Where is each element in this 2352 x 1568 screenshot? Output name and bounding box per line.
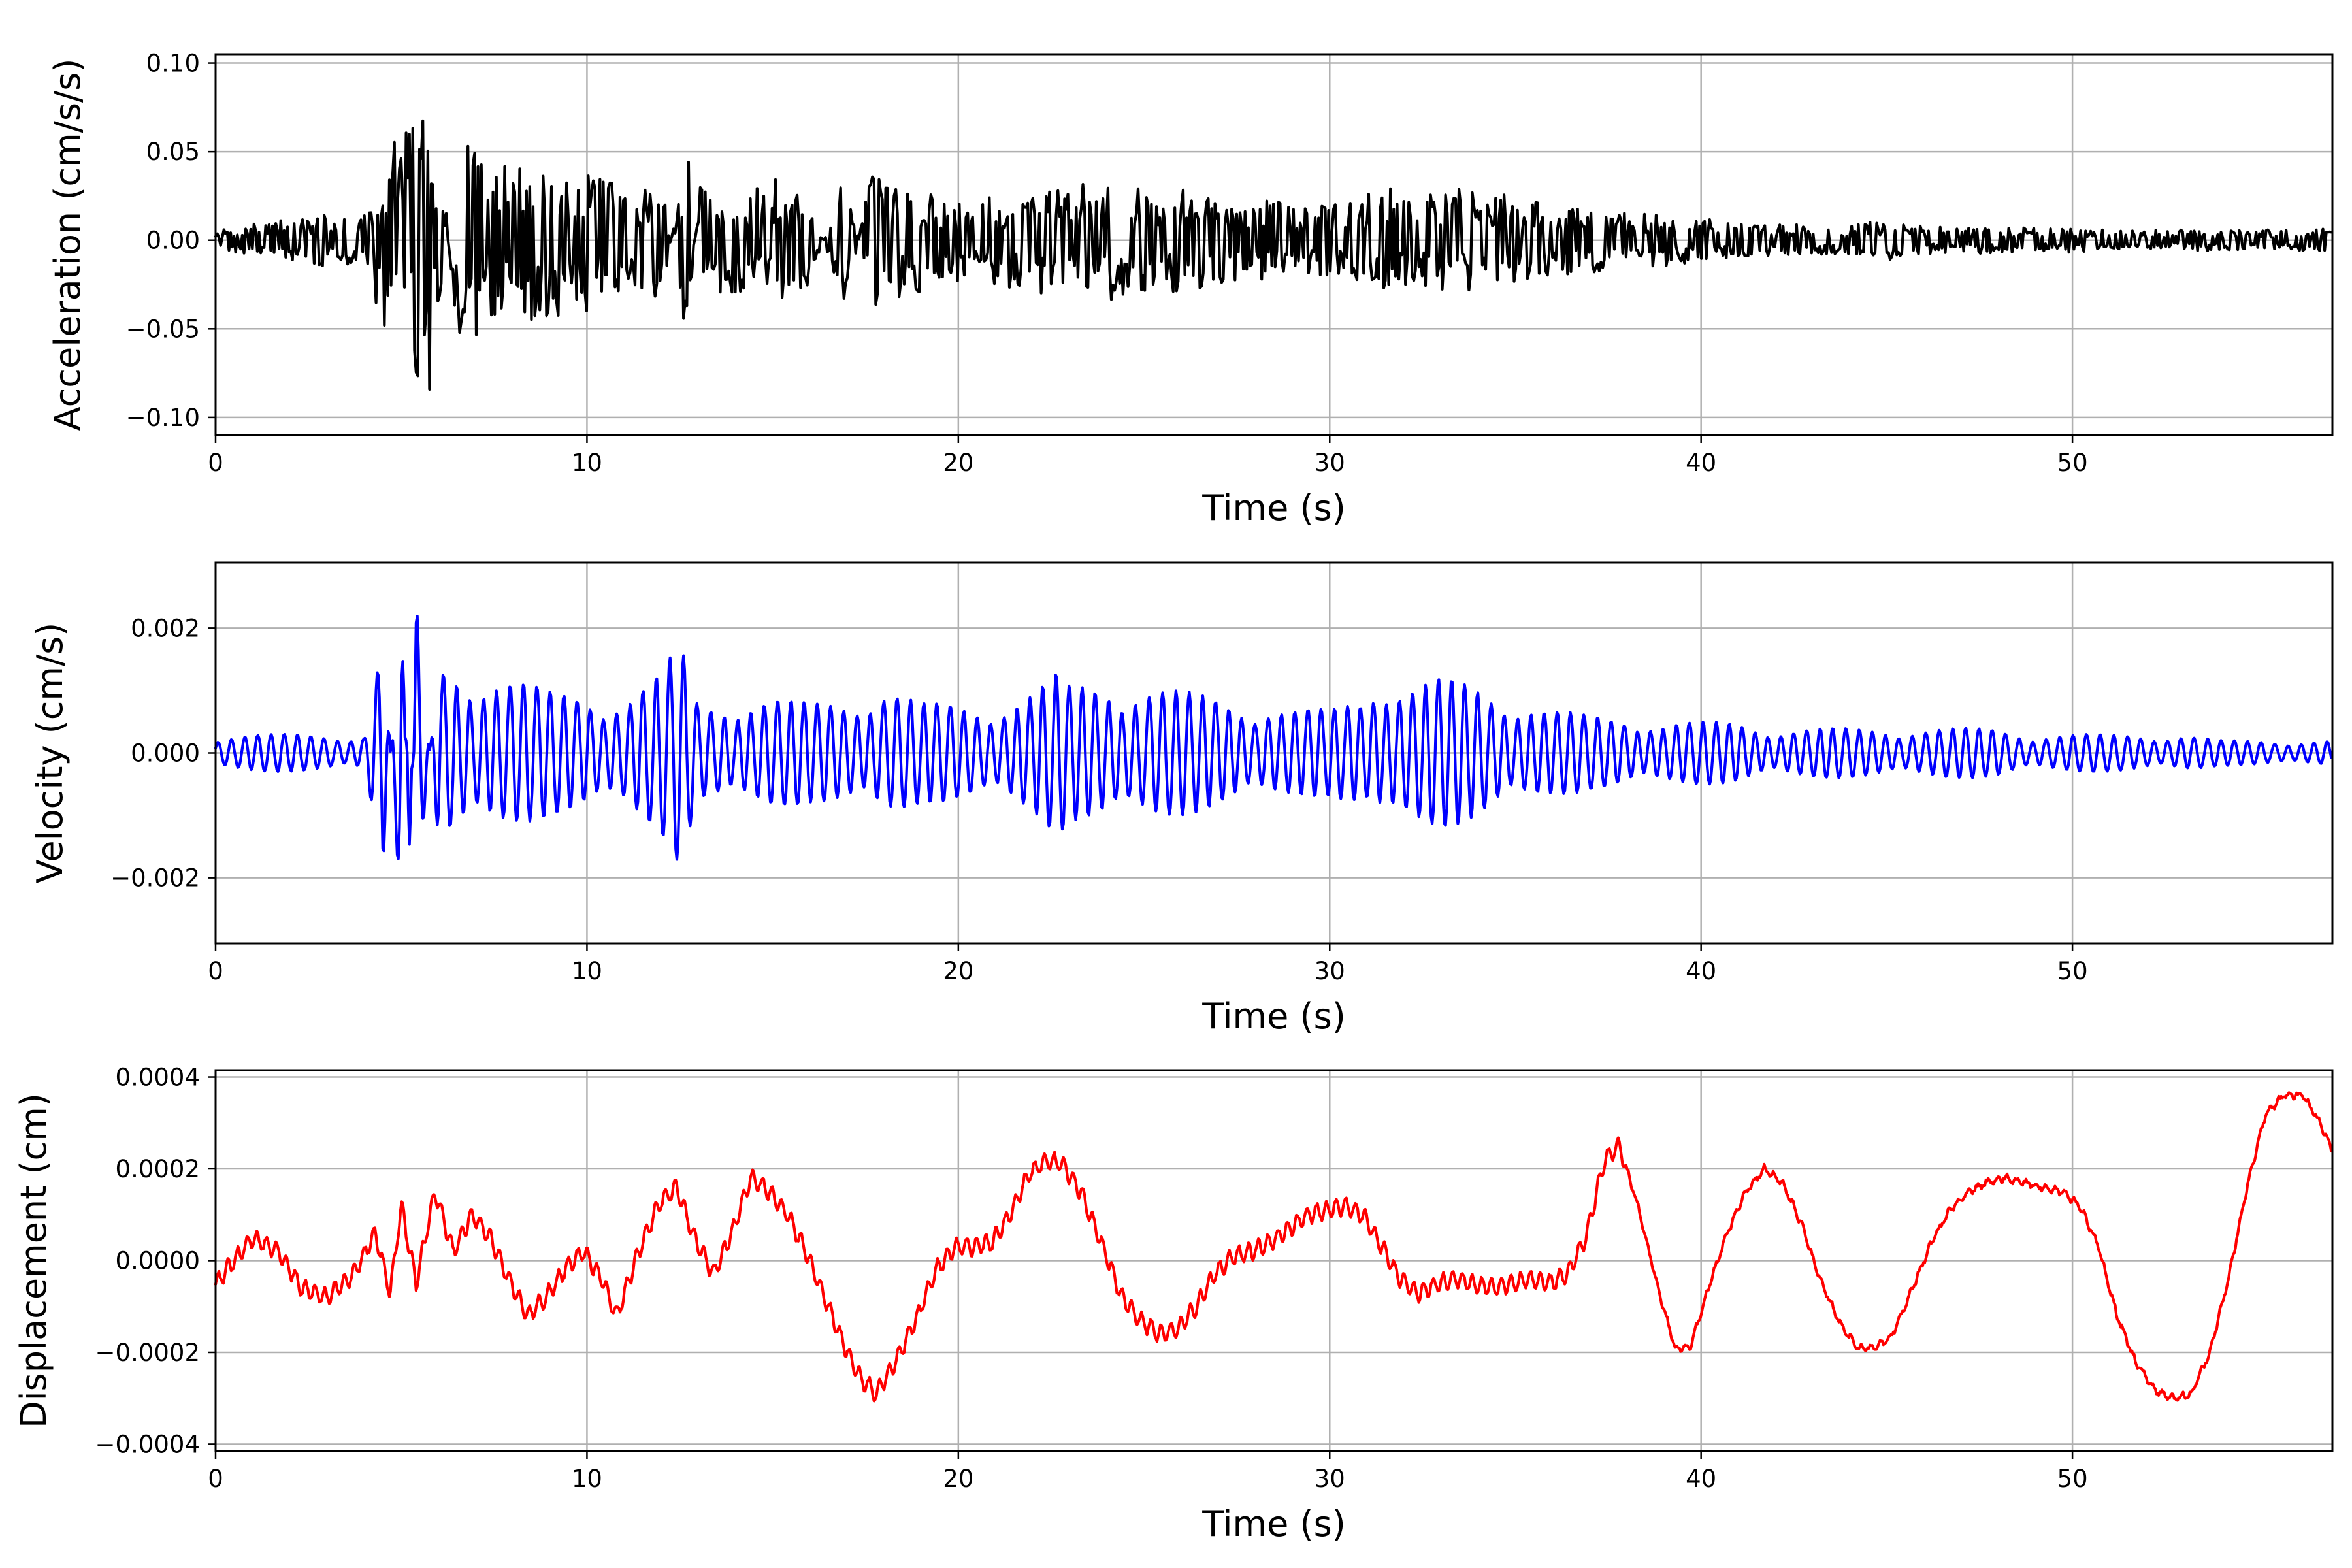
- acceleration-y-tick-label: −0.05: [126, 315, 200, 343]
- velocity-y-axis-label: Velocity (cm/s): [29, 623, 71, 884]
- velocity-x-tick-label: 0: [208, 957, 223, 985]
- displacement-y-tick-label: −0.0004: [95, 1430, 200, 1458]
- displacement-trace-line: [214, 1091, 2333, 1403]
- acceleration-panel: 0 10 20 30 40 50 −0.10 −0.05 0.00 0.05 0.10 Time (…: [47, 50, 2334, 529]
- acceleration-x-tick-label: 30: [1315, 449, 1345, 477]
- acceleration-y-tick-label: 0.05: [146, 138, 200, 166]
- displacement-x-tick-label: 30: [1315, 1465, 1345, 1493]
- acceleration-trace-line: [214, 119, 2333, 391]
- velocity-trace-line: [214, 615, 2333, 861]
- velocity-y-tick-label: 0.000: [131, 740, 200, 768]
- displacement-x-tick-label: 0: [208, 1465, 223, 1493]
- acceleration-y-tick-label: 0.10: [146, 50, 200, 78]
- velocity-x-tick-label: 30: [1315, 957, 1345, 985]
- acceleration-x-axis-label: Time (s): [1201, 487, 1346, 529]
- displacement-y-tick-label: 0.0002: [116, 1155, 200, 1183]
- displacement-ticks: 0 10 20 30 40 50 −0.0004 −0.0002 0.0000 0.0002 0.0…: [95, 1064, 2088, 1493]
- acceleration-x-tick-label: 50: [2057, 449, 2088, 477]
- acceleration-x-tick-label: 0: [208, 449, 223, 477]
- acceleration-traces: [214, 119, 2333, 391]
- displacement-y-axis-label: Displacement (cm): [13, 1093, 54, 1428]
- acceleration-y-axis-label: Acceleration (cm/s/s): [47, 59, 88, 431]
- velocity-x-axis-label: Time (s): [1201, 996, 1346, 1037]
- displacement-traces: [214, 1091, 2333, 1403]
- displacement-x-tick-label: 40: [1686, 1465, 1716, 1493]
- velocity-y-tick-label: 0.002: [131, 614, 200, 642]
- displacement-x-tick-label: 50: [2057, 1465, 2088, 1493]
- displacement-y-tick-label: 0.0000: [116, 1247, 200, 1275]
- velocity-x-tick-label: 10: [572, 957, 602, 985]
- acceleration-x-tick-label: 20: [943, 449, 973, 477]
- displacement-y-tick-label: 0.0004: [116, 1064, 200, 1092]
- velocity-x-tick-label: 40: [1686, 957, 1716, 985]
- displacement-x-tick-label: 20: [943, 1465, 973, 1493]
- acceleration-plot-frame: [214, 53, 2334, 436]
- velocity-traces: [214, 615, 2333, 861]
- acceleration-x-tick-label: 10: [572, 449, 602, 477]
- acceleration-y-tick-label: 0.00: [146, 227, 200, 255]
- velocity-x-tick-label: 20: [943, 957, 973, 985]
- velocity-y-tick-label: −0.002: [110, 864, 200, 892]
- displacement-y-tick-label: −0.0002: [95, 1339, 200, 1367]
- acceleration-x-tick-label: 40: [1686, 449, 1716, 477]
- velocity-panel: 0 10 20 30 40 50 −0.002 0.000 0.002 Time (s) Vel…: [29, 561, 2334, 1037]
- displacement-plot-frame: [214, 1069, 2334, 1452]
- velocity-x-tick-label: 50: [2057, 957, 2088, 985]
- displacement-x-axis-label: Time (s): [1201, 1503, 1346, 1544]
- displacement-grid: [214, 1070, 2332, 1451]
- acceleration-y-tick-label: −0.10: [126, 404, 200, 432]
- velocity-ticks: 0 10 20 30 40 50 −0.002 0.000 0.002: [110, 614, 2088, 985]
- acceleration-ticks: 0 10 20 30 40 50 −0.10 −0.05 0.00 0.05 0.10: [126, 50, 2088, 477]
- displacement-panel: 0 10 20 30 40 50 −0.0004 −0.0002 0.0000 0.0002 0.0…: [13, 1064, 2334, 1544]
- displacement-x-tick-label: 10: [572, 1465, 602, 1493]
- velocity-plot-frame: [214, 561, 2334, 945]
